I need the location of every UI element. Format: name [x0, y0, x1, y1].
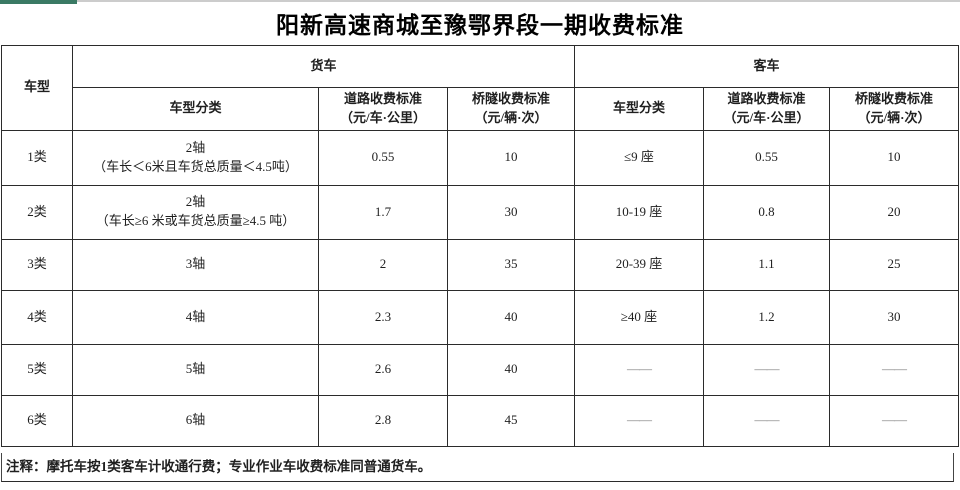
header-bus-classification: 车型分类 [574, 87, 704, 131]
table-header-sub-row: 车型分类 道路收费标准 （元/车·公里） 桥隧收费标准 （元/辆·次） 车型分类… [2, 87, 959, 131]
toll-rate-table: 车型 货车 客车 车型分类 道路收费标准 （元/车·公里） 桥隧收费标准 （元/… [1, 45, 959, 447]
table-row-class4: 4类 4轴 2.3 40 ≥40 座 1.2 30 [1, 289, 959, 345]
table-header-group-row: 车型 货车 客车 [1, 45, 959, 131]
cell-vehicle-type: 1类 [1, 129, 73, 186]
cell-truck-bridge-rate: 35 [447, 238, 575, 291]
cell-truck-classification: 6轴 [72, 394, 319, 447]
header-bus-road-rate: 道路收费标准 （元/车·公里） [703, 87, 830, 131]
cell-bus-classification: ≤9 座 [574, 129, 704, 186]
page-title: 阳新高速商城至豫鄂界段一期收费标准 [276, 12, 684, 38]
header-truck-road-rate: 道路收费标准 （元/车·公里） [318, 87, 448, 131]
cell-bus-classification: —— [574, 343, 704, 396]
table-row-class5: 5类 5轴 2.6 40 —— —— —— [1, 343, 959, 396]
cell-bus-bridge-rate: —— [829, 394, 959, 447]
cell-bus-road-rate: —— [703, 394, 830, 447]
progress-bar-accent [0, 0, 77, 4]
cell-truck-bridge-rate: 10 [447, 129, 575, 186]
cell-bus-bridge-rate: —— [829, 343, 959, 396]
header-group-truck: 货车 [72, 45, 575, 88]
header-bus-bridge-rate: 桥隧收费标准 （元/辆·次） [829, 87, 959, 131]
cell-truck-classification: 2轴 （车长＜6米且车货总质量＜4.5吨） [72, 129, 319, 186]
cell-truck-bridge-rate: 30 [447, 184, 575, 240]
page-top-progress-bar [0, 0, 960, 4]
cell-truck-classification: 2轴 （车长≥6 米或车货总质量≥4.5 吨） [72, 184, 319, 240]
cell-truck-road-rate: 1.7 [318, 184, 448, 240]
cell-truck-road-rate: 2.3 [318, 289, 448, 345]
cell-truck-road-rate: 2 [318, 238, 448, 291]
cell-bus-bridge-rate: 10 [829, 129, 959, 186]
cell-vehicle-type: 4类 [1, 289, 73, 345]
cell-truck-bridge-rate: 45 [447, 394, 575, 447]
header-truck-bridge-rate: 桥隧收费标准 （元/辆·次） [447, 87, 575, 131]
cell-bus-classification: ≥40 座 [574, 289, 704, 345]
header-group-bus: 客车 [574, 45, 959, 88]
cell-bus-bridge-rate: 25 [829, 238, 959, 291]
cell-bus-road-rate: 0.8 [703, 184, 830, 240]
cell-bus-bridge-rate: 20 [829, 184, 959, 240]
cell-bus-bridge-rate: 30 [829, 289, 959, 345]
table-row-class2: 2类 2轴 （车长≥6 米或车货总质量≥4.5 吨） 1.7 30 10-19 … [1, 184, 959, 240]
cell-bus-road-rate: —— [703, 343, 830, 396]
cell-bus-road-rate: 1.2 [703, 289, 830, 345]
cell-bus-classification: 10-19 座 [574, 184, 704, 240]
table-row-class6: 6类 6轴 2.8 45 —— —— —— [1, 394, 959, 447]
cell-truck-classification: 3轴 [72, 238, 319, 291]
cell-bus-classification: —— [574, 394, 704, 447]
progress-bar-track [77, 0, 960, 2]
cell-vehicle-type: 6类 [1, 394, 73, 447]
table-row-class3: 3类 3轴 2 35 20-39 座 1.1 25 [1, 238, 959, 291]
cell-vehicle-type: 2类 [1, 184, 73, 240]
header-truck-classification: 车型分类 [72, 87, 319, 131]
cell-truck-road-rate: 2.8 [318, 394, 448, 447]
header-vehicle-type: 车型 [1, 45, 73, 131]
cell-truck-road-rate: 0.55 [318, 129, 448, 186]
cell-bus-road-rate: 1.1 [703, 238, 830, 291]
cell-truck-bridge-rate: 40 [447, 343, 575, 396]
table-row-class1: 1类 2轴 （车长＜6米且车货总质量＜4.5吨） 0.55 10 ≤9 座 0.… [1, 129, 959, 186]
cell-vehicle-type: 5类 [1, 343, 73, 396]
footnote: 注释：摩托车按1类客车计收通行费；专业作业车收费标准同普通货车。 [1, 453, 954, 482]
cell-vehicle-type: 3类 [1, 238, 73, 291]
cell-truck-road-rate: 2.6 [318, 343, 448, 396]
cell-truck-classification: 5轴 [72, 343, 319, 396]
cell-truck-classification: 4轴 [72, 289, 319, 345]
cell-truck-bridge-rate: 40 [447, 289, 575, 345]
cell-bus-classification: 20-39 座 [574, 238, 704, 291]
cell-bus-road-rate: 0.55 [703, 129, 830, 186]
